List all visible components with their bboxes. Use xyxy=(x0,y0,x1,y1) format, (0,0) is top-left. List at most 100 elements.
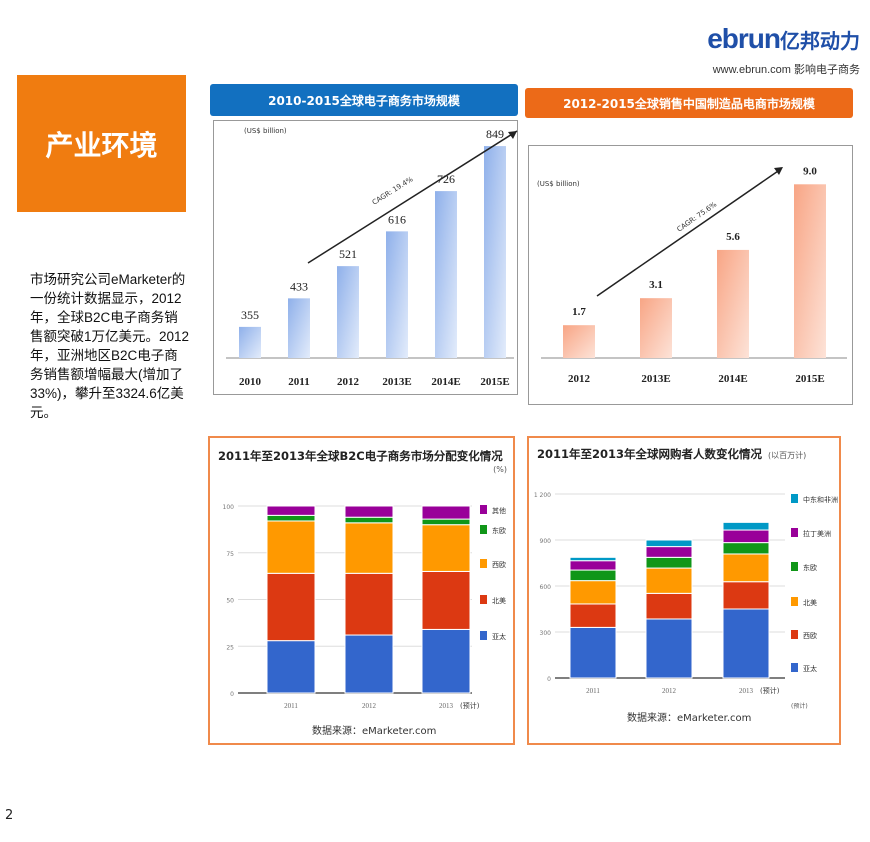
bar-2014E xyxy=(717,249,749,358)
body-paragraph: 市场研究公司eMarketer的一份统计数据显示，2012年，全球B2C电子商务… xyxy=(30,272,190,420)
source-text: 数据来源：eMarketer.com xyxy=(312,724,436,737)
ebrun-logo: ebrun亿邦动力 www.ebrun.com 影响电子商务 xyxy=(680,22,860,82)
legend-swatch xyxy=(791,562,798,571)
bar-segment-北美 xyxy=(645,567,693,594)
y-tick-label: 75 xyxy=(226,551,234,558)
logo-tagline: www.ebrun.com 影响电子商务 xyxy=(712,64,860,76)
chart2-header: 2012-2015全球销售中国制造品电商市场规模 xyxy=(525,88,853,118)
bar-segment-西欧 xyxy=(569,603,617,628)
bar-segment-亚太 xyxy=(645,618,693,679)
legend-label: 拉丁美洲 xyxy=(803,529,831,538)
bar-segment-西欧 xyxy=(645,592,693,620)
bar-segment-东欧 xyxy=(421,518,471,526)
legend-label: 中东和非洲 xyxy=(803,495,838,504)
bar-2014E xyxy=(435,191,457,358)
legend-swatch xyxy=(791,494,798,503)
bar-segment-亚太 xyxy=(266,640,316,694)
cagr-label: CAGR: 19.4% xyxy=(371,175,415,207)
bar-segment-西欧 xyxy=(722,581,770,610)
category-label: 2012 xyxy=(337,376,360,388)
page-number: 2 xyxy=(5,808,14,823)
bar-2012 xyxy=(337,266,359,358)
bar-segment-西欧 xyxy=(421,524,471,572)
legend-swatch xyxy=(480,525,487,534)
chart-title-unit: (%) xyxy=(493,465,507,474)
value-label: 9.0 xyxy=(803,165,817,177)
category-label: 2013E xyxy=(641,373,670,385)
trend-arrow xyxy=(307,130,518,264)
y-tick-label: 600 xyxy=(540,584,552,591)
x-tick-label: 2011 xyxy=(284,702,298,710)
chart1-header: 2010-2015全球电子商务市场规模 xyxy=(210,84,518,116)
b2c-share-chart: 2011年至2013年全球B2C电子商务市场分配变化情况 (%) 0 25 50 75 10… xyxy=(208,436,515,745)
legend-label: 北美 xyxy=(803,598,817,607)
legend-label: 亚太 xyxy=(803,664,817,673)
arrow-head xyxy=(508,131,517,139)
y-tick-label: 50 xyxy=(226,598,234,605)
category-label: 2015E xyxy=(795,373,824,385)
value-label: 616 xyxy=(388,212,406,226)
bar-2013E xyxy=(386,231,408,358)
bar-2011 xyxy=(288,298,310,358)
legend-label: 西欧 xyxy=(492,560,506,569)
bar-segment-拉丁美洲 xyxy=(569,560,617,571)
bar-segment-亚太 xyxy=(722,608,770,679)
bar-2012 xyxy=(563,325,595,358)
unit-label: (US$ billion) xyxy=(537,180,580,188)
y-tick-label: 0 xyxy=(230,691,234,698)
legend-swatch xyxy=(791,597,798,606)
bar-segment-拉丁美洲 xyxy=(645,546,693,558)
y-tick-label: 900 xyxy=(540,538,552,545)
bar-segment-拉丁美洲 xyxy=(722,529,770,544)
bar-segment-亚太 xyxy=(344,634,394,694)
bar-segment-其他 xyxy=(266,505,316,516)
category-label: 2015E xyxy=(480,376,509,388)
estimate-note-2: (预计) xyxy=(791,702,808,710)
category-label: 2013E xyxy=(382,376,411,388)
bar-segment-中东和非洲 xyxy=(722,521,770,531)
bar-segment-其他 xyxy=(421,505,471,520)
legend-label: 北美 xyxy=(492,596,506,605)
bar-segment-东欧 xyxy=(266,514,316,522)
bar-segment-北美 xyxy=(421,570,471,630)
y-tick-label: 100 xyxy=(223,504,235,511)
category-label: 2011 xyxy=(288,376,309,388)
value-label: 3.1 xyxy=(649,279,663,291)
bar-segment-北美 xyxy=(569,580,617,605)
bar-segment-西欧 xyxy=(344,522,394,574)
bar-2010 xyxy=(239,326,261,358)
y-tick-label: 25 xyxy=(226,644,234,651)
category-label: 2014E xyxy=(718,373,747,385)
chart-title: 2011年至2013年全球B2C电子商务市场分配变化情况 xyxy=(218,449,503,463)
source-text: 数据来源：eMarketer.com xyxy=(627,711,751,724)
category-label: 2012 xyxy=(568,373,591,385)
y-tick-label: 1 200 xyxy=(534,492,551,499)
value-label: 355 xyxy=(241,308,259,322)
chart1-svg: (US$ billion) 355 2010 433 2011 521 2012 616 201… xyxy=(226,127,518,388)
category-label: 2014E xyxy=(431,376,460,388)
value-label: 1.7 xyxy=(572,306,586,318)
legend-label: 西欧 xyxy=(803,631,817,640)
legend-swatch xyxy=(480,595,487,604)
arrow-head xyxy=(774,167,783,175)
value-label: 726 xyxy=(437,172,455,186)
logo-brand-cn: 亿邦动力 xyxy=(780,31,860,53)
chart4-svg: 2011年至2013年全球网购者人数变化情况 (以百万计) 0 300 600 900 1 … xyxy=(534,447,838,724)
bar-segment-北美 xyxy=(344,572,394,636)
legend-swatch xyxy=(791,630,798,639)
bar-segment-中东和非洲 xyxy=(569,556,617,562)
legend-label: 东欧 xyxy=(492,526,506,535)
value-label: 521 xyxy=(339,247,357,261)
legend-swatch xyxy=(791,663,798,672)
chart-title-unit: (以百万计) xyxy=(768,450,806,460)
bar-segment-东欧 xyxy=(344,516,394,524)
x-tick-label: 2011 xyxy=(586,687,600,695)
value-label: 849 xyxy=(486,127,504,141)
chart3-svg: 2011年至2013年全球B2C电子商务市场分配变化情况 (%) 0 25 50 75 10… xyxy=(218,449,507,737)
logo-brand: ebrun xyxy=(707,23,781,54)
section-title: 产业环境 xyxy=(17,75,186,212)
bar-segment-北美 xyxy=(722,553,770,583)
legend-swatch xyxy=(480,505,487,514)
legend-swatch xyxy=(791,528,798,537)
category-label: 2010 xyxy=(239,376,262,388)
